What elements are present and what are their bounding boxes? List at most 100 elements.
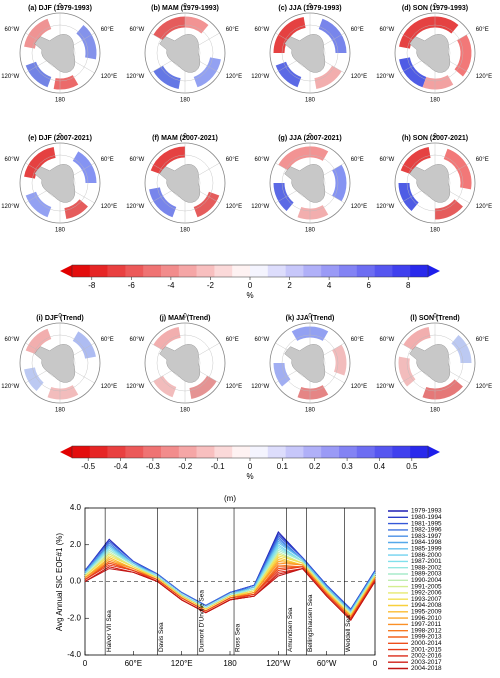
map-label: 120°E [101,384,117,390]
annotation-label: Halvor VII Sea [106,610,113,652]
legend-label: 1989-2003 [411,571,442,578]
map-label: 0 [183,314,187,320]
annotation-label: Bellingshausen Sea [307,594,314,652]
antarctica [409,164,451,203]
legend-label: 1992-2006 [411,590,442,597]
map-label: 120°E [101,204,117,210]
legend-label: 1998-2012 [411,627,442,634]
map-label: 0 [58,314,62,320]
colorbar-cell [232,446,251,458]
colorbar-end [60,446,72,458]
sic-anomaly [399,16,459,49]
map-label: 120°E [476,384,492,390]
legend-label: 2002-2016 [411,653,442,660]
map-label: 0 [433,4,437,10]
sic-anomaly [434,199,463,220]
map-label: 120°W [1,384,19,390]
map-label: 120°E [226,74,242,80]
sic-anomaly [25,328,52,355]
annotation-label: Weddell Sea [345,615,352,652]
antarctica [34,34,76,73]
map-label: 180 [305,98,316,104]
panel-title: (g) JJA (2007-2021) [278,135,342,142]
sic-anomaly [273,182,294,211]
colorbar-end [428,446,440,458]
antarctica [159,164,201,203]
sic-anomaly [153,327,181,351]
colorbar-cell [321,265,340,277]
colorbar-cell [107,265,126,277]
colorbar-cell [285,446,304,458]
map-label: 120°W [376,204,394,210]
map-label: 120°W [376,74,394,80]
y-tick-label: -4.0 [67,650,81,659]
colorbar-cell [321,446,340,458]
colorbar-tick-label: 6 [366,281,371,290]
map-label: 120°W [1,74,19,80]
map-label: 180 [430,408,441,414]
panel-title: (j) MAM (Trend) [160,315,211,322]
x-tick-label: 120°E [171,659,193,668]
map-label: 180 [55,98,66,104]
series-line [84,553,376,616]
colorbar-end [60,265,72,277]
sic-anomaly [331,164,347,202]
colorbar-cell [161,446,180,458]
map-label: 60°W [380,337,395,343]
colorbar-tick-label: 0 [248,281,253,290]
colorbar-cell [356,265,375,277]
legend-label: 1995-2009 [411,608,442,615]
sic-anomaly [193,57,221,88]
legend-label: 1981-1995 [411,520,442,527]
map-label: 60°W [130,337,145,343]
colorbar-cell [196,265,215,277]
map-label: 0 [183,134,187,140]
colorbar-cell [374,446,393,458]
legend-label: 1987-2001 [411,558,442,565]
colorbar-cell [214,446,233,458]
colorbar-cell [356,446,375,458]
map-label: 120°E [226,384,242,390]
map-label: 60°W [5,337,20,343]
x-tick-label: 60°W [317,659,337,668]
sic-anomaly [314,65,342,89]
legend-label: 1996-2010 [411,615,442,622]
map-label: 60°W [255,27,270,33]
panel-title: (h) SON (2007-2021) [402,135,468,142]
series-line [84,544,376,614]
sic-anomaly [297,384,329,400]
panel-title: (f) MAM (2007-2021) [152,135,218,142]
map-label: 120°E [351,74,367,80]
sic-anomaly [153,16,186,41]
map-label: 120°W [251,74,269,80]
antarctica [284,344,326,383]
colorbar-tick-label: -0.2 [178,462,192,471]
colorbar-cell [410,446,429,458]
annotation-label: Dumont D'Urville Sea [198,590,205,652]
map-label: 0 [308,134,312,140]
map-label: 120°W [126,74,144,80]
map-label: 180 [305,228,316,234]
map-label: 120°E [476,74,492,80]
colorbar-cell [250,265,269,277]
antarctica [409,34,451,73]
colorbar-tick-label: 8 [406,281,411,290]
map-label: 60°E [476,157,489,163]
sic-anomaly [400,147,431,175]
colorbar-cell [72,446,91,458]
chart-title: (m) [224,494,236,503]
legend-label: 1985-1999 [411,545,442,552]
legend-label: 1990-2004 [411,577,442,584]
sic-anomaly [72,331,96,359]
y-axis-label: Avg Annual SIC EOF#1 (%) [55,533,64,631]
map-label: 60°E [226,157,239,163]
colorbar-cell [392,446,411,458]
annotation-label: Amundsen Sea [287,607,294,652]
colorbar-cell [392,265,411,277]
colorbar-cell [89,265,108,277]
sic-anomaly [403,327,431,351]
colorbar-tick-label: -0.3 [146,462,160,471]
legend-label: 1982-1996 [411,527,442,534]
map-label: 60°E [101,337,114,343]
map-label: 120°W [126,384,144,390]
